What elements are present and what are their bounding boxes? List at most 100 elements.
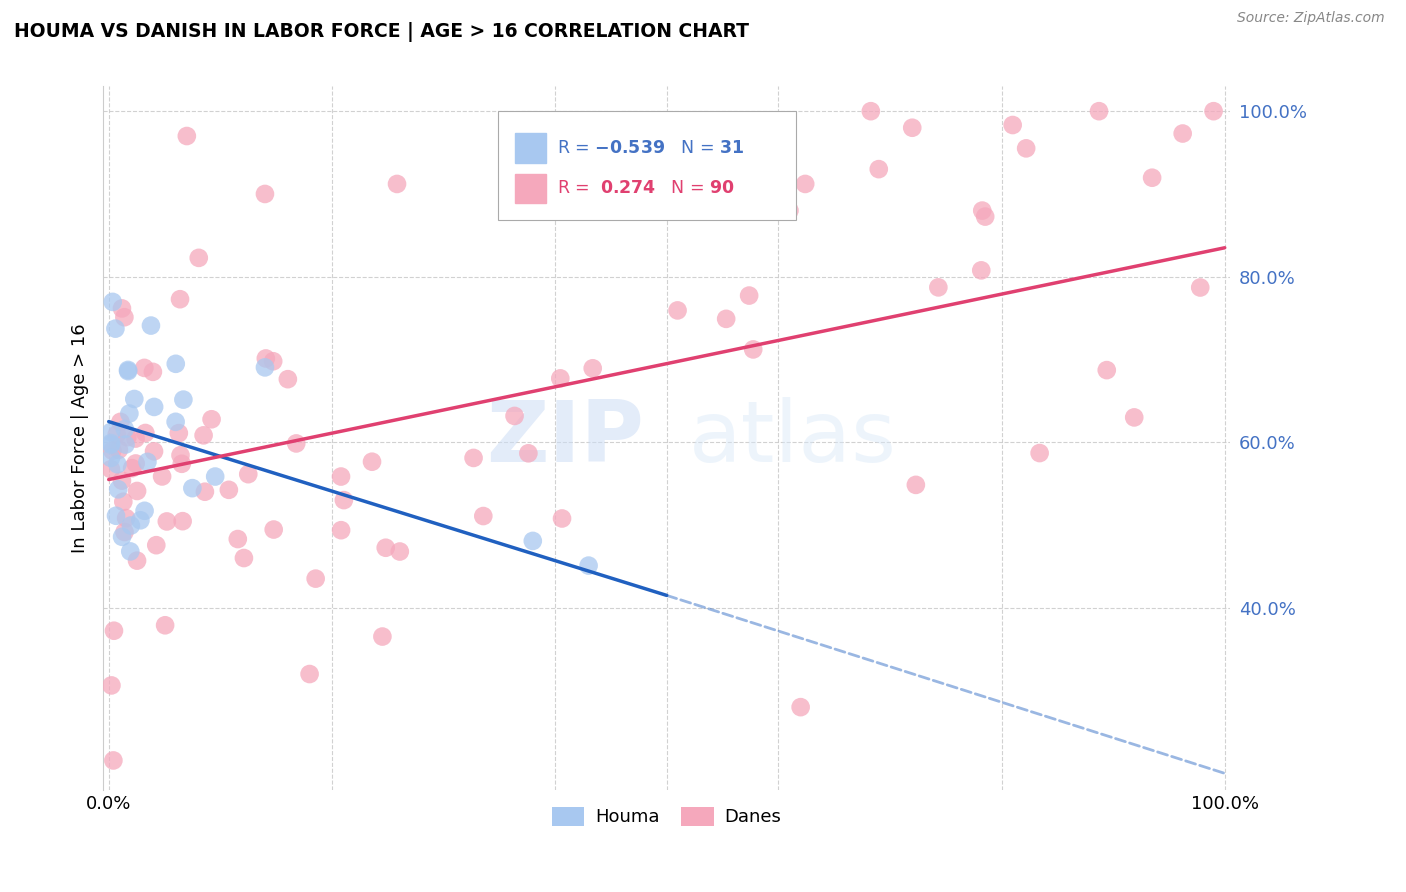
Danes [176,128,198,143]
Danes [194,484,217,499]
Danes [108,442,131,457]
Danes [927,280,949,294]
Houma [143,400,166,414]
Danes [330,523,353,537]
Houma [100,425,122,439]
Danes [388,544,411,558]
Danes [1171,127,1194,141]
Houma [124,392,146,406]
Danes [298,667,321,681]
Danes [1028,446,1050,460]
Danes [503,409,526,423]
Houma [165,415,187,429]
Danes [143,444,166,458]
Danes [193,428,215,442]
Danes [582,361,605,376]
Danes [666,303,689,318]
Houma [136,455,159,469]
Danes [285,436,308,450]
Danes [551,511,574,525]
Danes [738,288,761,302]
Houma [120,544,142,558]
Danes [374,541,396,555]
Danes [134,425,156,440]
Danes [110,415,132,429]
Danes [1140,170,1163,185]
Danes [103,624,125,638]
Houma [107,457,129,471]
Houma [100,438,122,452]
Danes [371,630,394,644]
Danes [1095,363,1118,377]
Houma [117,364,139,378]
Danes [125,457,148,471]
Danes [305,572,328,586]
Danes [142,365,165,379]
Danes [263,523,285,537]
Danes [972,203,994,218]
Danes [156,515,179,529]
Houma [114,422,136,436]
Danes [714,311,737,326]
Houma [134,504,156,518]
Legend: Houma, Danes: Houma, Danes [544,800,789,834]
Danes [794,177,817,191]
Houma [172,392,194,407]
Houma [253,360,276,375]
Houma [118,407,141,421]
Danes [333,493,356,508]
Danes [517,446,540,460]
Danes [789,700,811,714]
Houma [181,481,204,495]
Danes [145,538,167,552]
Houma [165,357,187,371]
Danes [1202,104,1225,119]
Danes [1189,280,1212,294]
Danes [112,310,135,325]
Houma [107,483,129,497]
Danes [859,104,882,119]
Houma [129,513,152,527]
Danes [779,203,801,218]
Danes [111,474,134,488]
Danes [463,450,485,465]
Text: Source: ZipAtlas.com: Source: ZipAtlas.com [1237,11,1385,25]
Text: atlas: atlas [689,397,897,480]
Text: R = $\mathbf{-0.539}$   N = $\mathbf{ 31}$: R = $\mathbf{-0.539}$ N = $\mathbf{ 31}$ [557,139,745,157]
Danes [218,483,240,497]
Danes [974,210,997,224]
FancyBboxPatch shape [498,111,796,220]
Danes [127,483,149,498]
Danes [170,457,193,471]
Houma [100,436,122,450]
Danes [550,371,572,385]
Danes [134,360,156,375]
Danes [901,120,924,135]
Danes [226,532,249,546]
Danes [187,251,209,265]
Danes [169,448,191,462]
Danes [330,469,353,483]
Houma [101,294,124,309]
Danes [385,177,408,191]
Danes [868,162,890,177]
Bar [515,134,546,163]
Danes [232,551,254,566]
Danes [153,618,176,632]
Danes [101,443,124,458]
Danes [238,467,260,482]
Houma [204,469,226,483]
Y-axis label: In Labor Force | Age > 16: In Labor Force | Age > 16 [72,323,89,553]
Danes [121,461,143,475]
Houma [578,558,600,573]
Danes [105,427,128,442]
Danes [103,754,125,768]
Danes [277,372,299,386]
Danes [262,354,284,368]
Houma [120,518,142,533]
Danes [167,426,190,441]
Houma [100,450,122,465]
Houma [522,533,544,548]
Danes [361,455,384,469]
Danes [172,514,194,528]
